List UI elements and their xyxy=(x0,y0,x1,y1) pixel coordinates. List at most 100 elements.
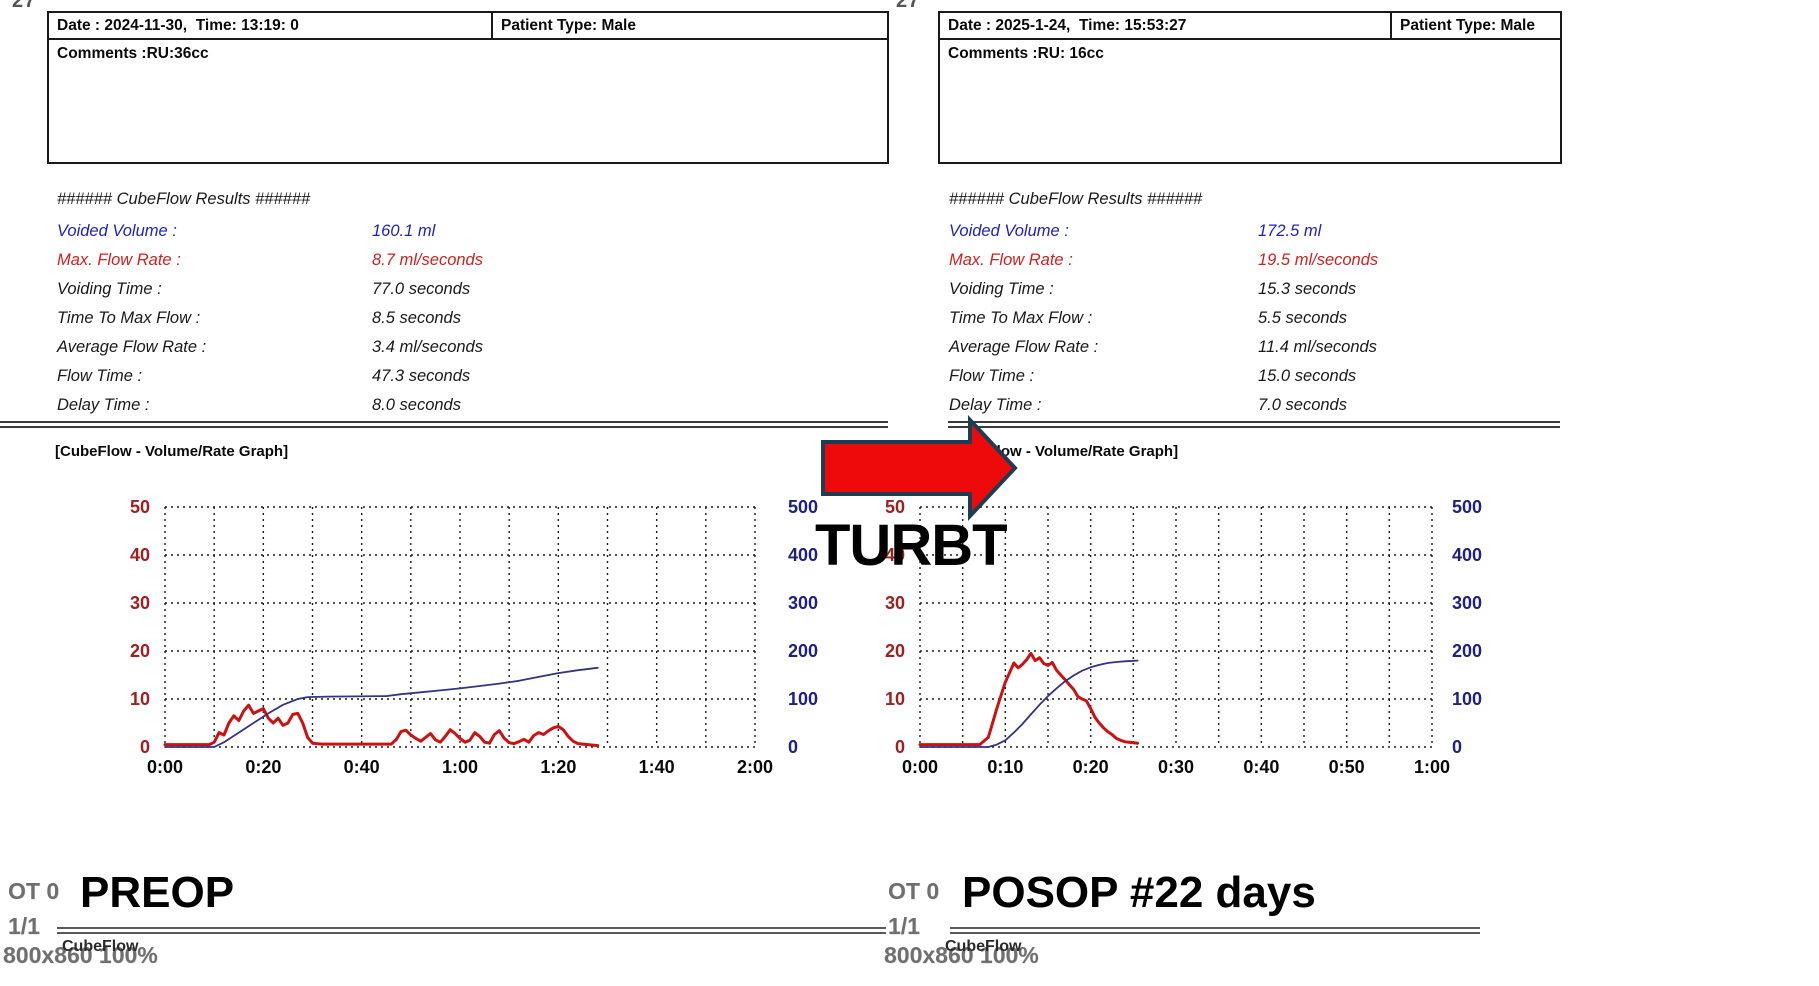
volume-axis-tick: 300 xyxy=(1452,593,1482,613)
result-value: 172.5 ml xyxy=(1258,222,1322,240)
flow-axis-tick: 30 xyxy=(130,593,150,613)
flow-axis-tick: 40 xyxy=(130,545,150,565)
flow-axis-tick: 0 xyxy=(140,737,150,757)
header-col-divider xyxy=(1390,13,1392,40)
header-row-divider xyxy=(940,38,1560,40)
viewer-ot-indicator: OT 0 xyxy=(8,878,60,904)
result-value: 15.3 seconds xyxy=(1258,280,1357,298)
result-value: 3.4 ml/seconds xyxy=(372,338,483,356)
flow-axis-tick: 10 xyxy=(885,689,905,709)
volume-axis-tick: 400 xyxy=(788,545,818,565)
date-time-text: Date : 2024-11-30, Time: 13:19: 0 xyxy=(57,17,299,34)
volume-curve xyxy=(164,666,599,748)
result-value: 15.0 seconds xyxy=(1258,367,1357,385)
header-table: Date : 2025-1-24, Time: 15:53:27 Patient… xyxy=(938,11,1562,164)
result-label: Max. Flow Rate : xyxy=(949,251,1073,269)
caption-underline xyxy=(950,927,1480,934)
volume-axis-tick: 300 xyxy=(788,593,818,613)
volume-axis-tick: 500 xyxy=(1452,497,1482,517)
cubeflow-brand-label: CubeFlow xyxy=(945,938,1022,955)
result-value: 8.0 seconds xyxy=(372,396,461,414)
cubeflow-brand-label: CubeFlow xyxy=(62,938,139,955)
result-label: Time To Max Flow : xyxy=(949,309,1093,327)
x-axis-tick: 0:00 xyxy=(902,757,938,777)
volume-curve xyxy=(919,659,1139,748)
result-label: Voided Volume : xyxy=(949,222,1069,240)
flow-axis-tick: 50 xyxy=(885,497,905,517)
section-separator xyxy=(948,421,1560,428)
x-axis-tick: 0:40 xyxy=(1243,757,1279,777)
caption-underline xyxy=(57,927,886,934)
result-label: Voiding Time : xyxy=(57,280,162,298)
result-value: 160.1 ml xyxy=(372,222,436,240)
results-section-title: ###### CubeFlow Results ###### xyxy=(57,190,311,208)
volume-axis-tick: 0 xyxy=(788,737,798,757)
header-row-divider xyxy=(49,38,887,40)
volume-axis-tick: 200 xyxy=(788,641,818,661)
x-axis-tick: 1:00 xyxy=(1414,757,1450,777)
flow-axis-tick: 10 xyxy=(130,689,150,709)
x-axis-tick: 2:00 xyxy=(737,757,773,777)
flow-axis-tick: 50 xyxy=(130,497,150,517)
x-axis-tick: 0:20 xyxy=(1073,757,1109,777)
results-section-title: ###### CubeFlow Results ###### xyxy=(949,190,1203,208)
header-col-divider xyxy=(491,13,493,40)
x-axis-tick: 0:50 xyxy=(1329,757,1365,777)
graph-section-title: [CubeFlow - Volume/Rate Graph] xyxy=(55,443,289,460)
result-value: 7.0 seconds xyxy=(1258,396,1347,414)
flow-rate-curve xyxy=(918,651,1140,747)
x-axis-tick: 0:30 xyxy=(1158,757,1194,777)
section-separator xyxy=(0,421,888,428)
result-label: Average Flow Rate : xyxy=(949,338,1099,356)
result-label: Voided Volume : xyxy=(57,222,177,240)
result-value: 5.5 seconds xyxy=(1258,309,1347,327)
volume-axis-tick: 500 xyxy=(788,497,818,517)
flow-rate-curve xyxy=(163,703,600,748)
flow-axis-tick: 30 xyxy=(885,593,905,613)
viewer-zoom-indicator: 800x860 100% xyxy=(3,942,158,968)
preop-caption: PREOP xyxy=(80,868,235,917)
result-value: 47.3 seconds xyxy=(372,367,471,385)
page-number-clipped: 27 xyxy=(896,0,921,12)
result-label: Flow Time : xyxy=(949,367,1035,385)
result-value: 77.0 seconds xyxy=(372,280,471,298)
viewer-page-indicator: 1/1 xyxy=(8,913,40,939)
result-label: Average Flow Rate : xyxy=(57,338,207,356)
volume-axis-tick: 100 xyxy=(788,689,818,709)
volume-axis-tick: 400 xyxy=(1452,545,1482,565)
result-label: Flow Time : xyxy=(57,367,143,385)
x-axis-tick: 1:40 xyxy=(639,757,675,777)
flow-axis-tick: 40 xyxy=(885,545,905,565)
posop-caption: POSOP #22 days xyxy=(962,868,1316,917)
patient-type-text: Patient Type: Male xyxy=(1400,17,1535,34)
result-value: 8.7 ml/seconds xyxy=(372,251,483,269)
x-axis-tick: 1:00 xyxy=(442,757,478,777)
x-axis-tick: 0:20 xyxy=(245,757,281,777)
viewer-zoom-indicator: 800x860 100% xyxy=(884,942,1039,968)
flow-axis-tick: 20 xyxy=(130,641,150,661)
turbt-arrow-icon xyxy=(821,414,1018,522)
x-axis-tick: 1:20 xyxy=(540,757,576,777)
result-label: Voiding Time : xyxy=(949,280,1054,298)
header-table: Date : 2024-11-30, Time: 13:19: 0 Patien… xyxy=(47,11,889,164)
viewer-ot-indicator: OT 0 xyxy=(888,878,940,904)
volume-axis-tick: 200 xyxy=(1452,641,1482,661)
x-axis-tick: 0:10 xyxy=(987,757,1023,777)
volume-axis-tick: 100 xyxy=(1452,689,1482,709)
comments-text: Comments :RU:36cc xyxy=(57,45,209,62)
date-time-text: Date : 2025-1-24, Time: 15:53:27 xyxy=(948,17,1187,34)
comments-text: Comments :RU: 16cc xyxy=(948,45,1104,62)
result-value: 19.5 ml/seconds xyxy=(1258,251,1379,269)
flow-axis-tick: 0 xyxy=(895,737,905,757)
x-axis-tick: 0:40 xyxy=(344,757,380,777)
viewer-page-indicator: 1/1 xyxy=(888,913,920,939)
turbt-annotation-label: TURBT xyxy=(815,513,1008,578)
result-value: 8.5 seconds xyxy=(372,309,461,327)
result-label: Delay Time : xyxy=(949,396,1042,414)
result-label: Max. Flow Rate : xyxy=(57,251,181,269)
flow-axis-tick: 20 xyxy=(885,641,905,661)
patient-type-text: Patient Type: Male xyxy=(501,17,636,34)
